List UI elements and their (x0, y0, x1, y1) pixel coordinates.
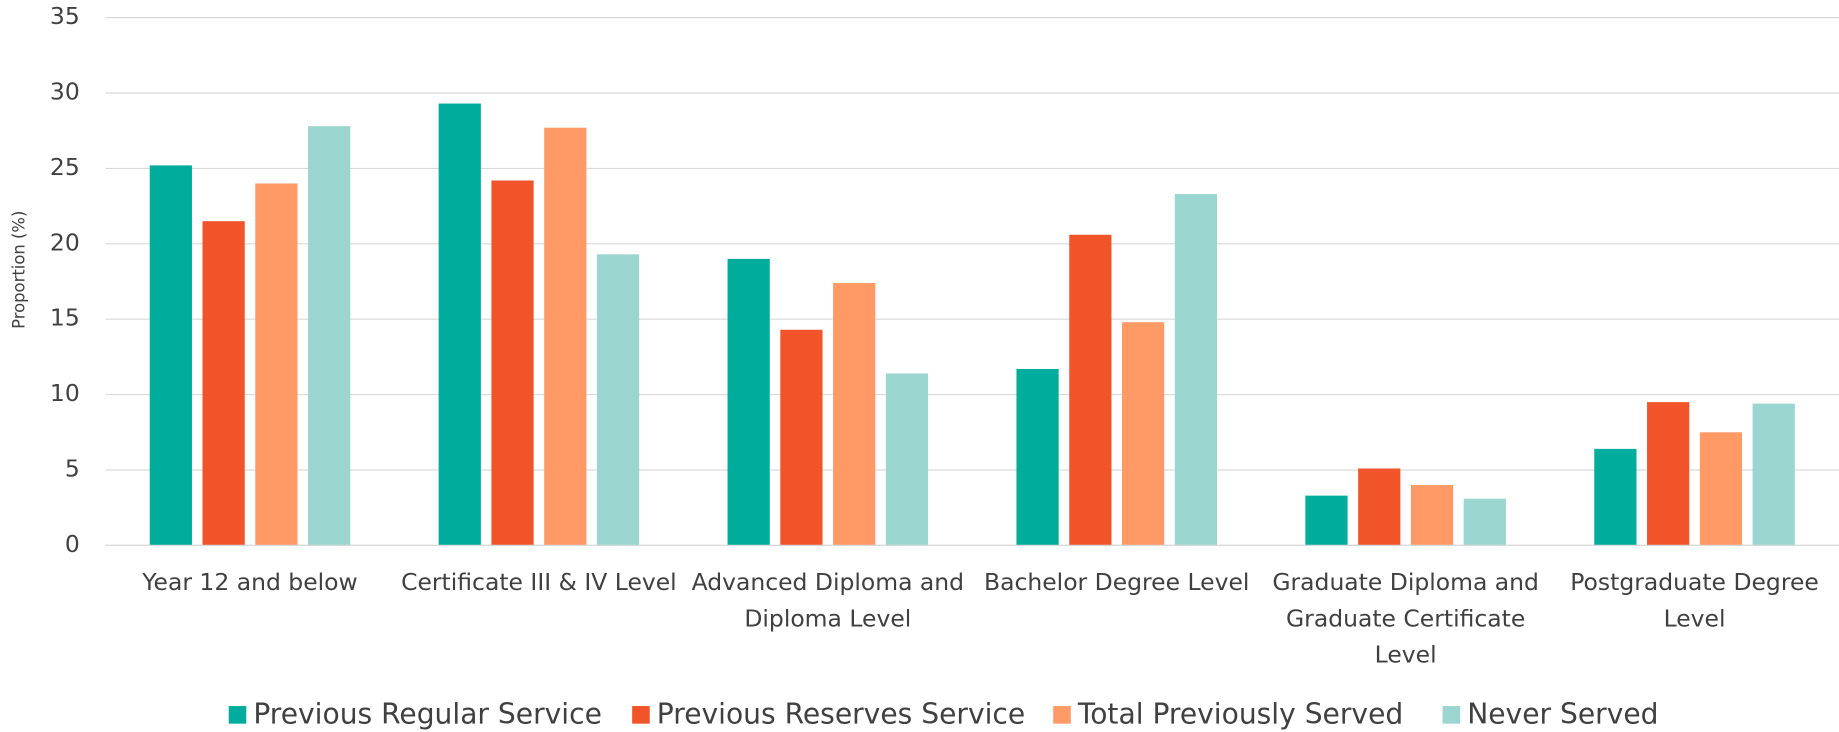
y-tick-label: 10 (50, 379, 80, 407)
y-tick-label: 5 (65, 454, 80, 482)
bar (308, 126, 351, 546)
legend-label: Previous Regular Service (253, 697, 602, 730)
bar (149, 165, 192, 546)
x-tick-label-box: Advanced Diploma and Diploma Level (691, 567, 965, 633)
bar (438, 103, 481, 546)
y-tick-label: 0 (65, 530, 80, 558)
legend-label: Total Previously Served (1077, 697, 1403, 730)
bar (1069, 234, 1112, 546)
bar (1174, 194, 1218, 546)
x-tick-label-box: Year 12 and below (142, 567, 358, 596)
y-tick-label: 15 (50, 304, 80, 332)
bar (780, 329, 823, 546)
bar (1016, 368, 1059, 546)
bar (1752, 403, 1795, 546)
bar (1463, 498, 1506, 546)
x-tick-label-box: Postgraduate Degree Level (1570, 567, 1819, 633)
bar (544, 127, 587, 546)
bar (833, 283, 876, 546)
legend-label: Previous Reserves Service (657, 697, 1025, 730)
bar (1358, 468, 1401, 546)
y-tick-label: 30 (50, 78, 80, 106)
x-tick-label: Year 12 and below (142, 567, 358, 596)
bar (1305, 495, 1348, 546)
bar (1122, 322, 1165, 546)
bar (202, 221, 245, 546)
x-tick-label-box: Certificate III & IV Level (401, 567, 677, 596)
legend-swatch (632, 706, 650, 724)
x-tick-label: Bachelor Degree Level (984, 567, 1250, 596)
bar (1410, 485, 1454, 546)
bar (491, 180, 534, 546)
y-tick-label: 25 (50, 153, 80, 181)
legend-swatch (1053, 706, 1071, 724)
y-tick-label: 35 (50, 2, 80, 30)
y-tick-label: 20 (50, 228, 80, 256)
x-tick-label-box: Graduate Diploma and Graduate Certificat… (1272, 567, 1539, 669)
legend-swatch (228, 706, 247, 724)
bar (1647, 402, 1690, 546)
x-tick-label: Advanced Diploma and Diploma Level (691, 567, 965, 633)
legend-label: Never Served (1467, 697, 1658, 730)
bar (885, 373, 929, 546)
bar (1594, 448, 1637, 546)
legend-swatch (1442, 706, 1461, 724)
bar (727, 258, 770, 546)
bar (1699, 432, 1743, 546)
x-tick-label: Postgraduate Degree Level (1570, 567, 1819, 633)
x-tick-label-box: Bachelor Degree Level (984, 567, 1250, 596)
y-axis-label: Proportion (%) (9, 211, 28, 329)
x-tick-label: Certificate III & IV Level (401, 567, 677, 596)
x-tick-label: Graduate Diploma and Graduate Certificat… (1272, 567, 1539, 669)
bar (255, 183, 298, 546)
bar (596, 254, 640, 546)
